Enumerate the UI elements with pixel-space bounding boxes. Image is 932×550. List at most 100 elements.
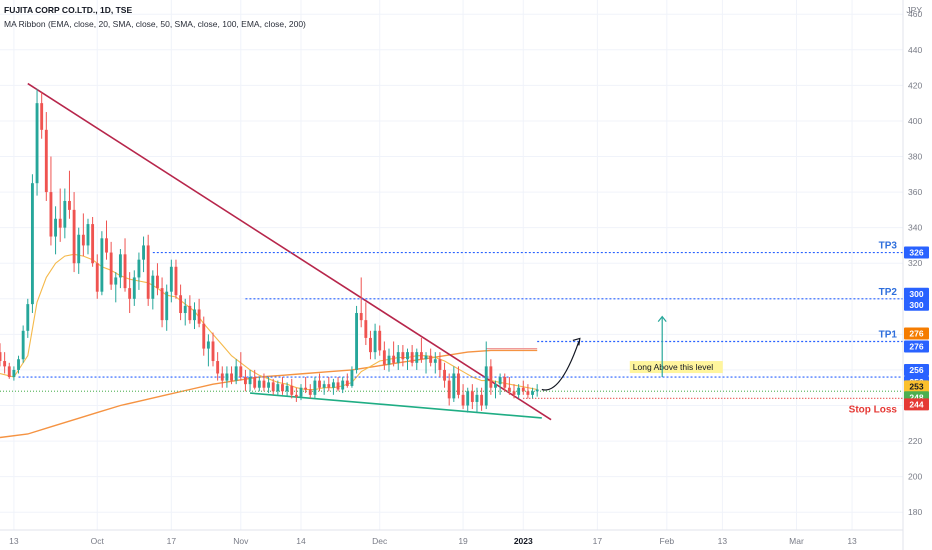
candle-body [197,309,201,324]
candle-body [419,352,423,360]
candle-body [123,254,127,289]
price-badge [904,327,929,340]
time-tick-label: 13 [847,536,857,546]
candle-body [234,366,238,381]
price-levels: TP3 TP2 TP1 Stop Loss [0,241,903,415]
candle-body [206,341,210,349]
trend-lines [27,82,552,421]
entry-label-text: Long Above this level [633,362,713,372]
price-badge [904,380,929,393]
candle-body [193,309,196,321]
candle-body [0,352,2,362]
price-badge [904,298,929,311]
indicator-legend[interactable]: MA Ribbon (EMA, close, 20, SMA, close, 5… [4,19,306,29]
price-badge-text: 276 [909,328,923,338]
candle-body [276,384,280,392]
candle-body [225,373,229,381]
candle-body [105,238,108,253]
candle-body [26,304,30,331]
candle-body [257,380,261,388]
candle-body [457,373,460,395]
candle-body [498,377,502,385]
candle-body [44,129,48,193]
price-badge [904,364,929,377]
candle-body [174,266,178,296]
candle-body [396,352,400,363]
candle-body [179,295,183,314]
candle-body [58,218,62,228]
candle-body [211,341,215,362]
candle-body [253,377,257,388]
candle-body [202,323,206,349]
candle-body [86,224,90,246]
candle-body [169,266,173,292]
candle-body [387,355,391,365]
price-tick-label: 420 [908,80,922,90]
candle-body [49,192,53,237]
candle-body [12,369,16,378]
time-tick-label: Nov [233,536,249,546]
candle-body [114,277,118,285]
price-tick-label: 320 [908,258,922,268]
candle-body [17,359,20,370]
price-axis[interactable]: 1802002202402602803003203403603804004204… [902,0,929,550]
price-tick-label: 340 [908,223,922,233]
time-axis[interactable]: 13 Oct 17 Nov 14 Dec 19 2023 17 Feb 13 Mar 13 [0,529,903,546]
candle-body [239,366,243,378]
candle-body [281,384,284,392]
candle-body [262,380,266,388]
candle-body [355,313,359,370]
candle-body [512,391,516,395]
candle-body [410,352,414,363]
time-tick-label: 13 [9,536,19,546]
candle-body [109,252,113,285]
candle-body [452,373,456,399]
candle-body [299,387,303,397]
candle-body [382,350,386,365]
candle-body [406,352,409,360]
price-badge-text: 300 [909,300,923,310]
candle-body [146,245,150,299]
candle-body [415,352,419,363]
candle-body [91,224,95,264]
candle-body [128,288,132,299]
candle-body [271,382,275,392]
candle-body [401,352,405,360]
candle-body [517,387,521,395]
candle-body [304,387,308,390]
tp1-label: TP1 [879,329,898,340]
time-tick-label: 2023 [514,536,533,546]
candle-body [373,330,377,353]
time-tick-label: 19 [458,536,468,546]
price-badge-text: 276 [909,341,923,351]
price-badge-text: 300 [909,289,923,299]
candle-body [322,384,326,388]
candle-body [369,337,372,353]
candle-body [327,384,331,388]
candle-body [359,313,363,321]
candle-body [475,394,479,402]
candle-body [331,382,335,388]
support-trendline [249,392,542,419]
symbol-title[interactable]: FUJITA CORP CO.LTD., 1D, TSE [4,5,133,15]
candle-body [336,382,340,390]
candle-body [132,277,136,299]
candle-body [313,380,317,395]
stop-loss-label: Stop Loss [849,404,898,415]
candle-body [341,380,345,390]
price-tick-label: 380 [908,152,922,162]
price-badge-text: 253 [909,381,923,391]
candle-body [392,355,396,363]
candle-body [470,391,474,402]
time-tick-label: 13 [718,536,728,546]
candle-body [216,361,220,374]
candle-body [30,183,34,305]
candle-body [494,384,497,388]
candle-body [160,288,164,321]
candle-body [63,200,67,228]
candle-body [535,389,539,392]
candle-body [230,373,233,381]
candle-body [21,330,25,360]
candle-body [308,389,312,395]
